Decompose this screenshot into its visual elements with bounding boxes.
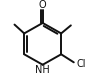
Text: NH: NH	[35, 65, 50, 75]
Text: Cl: Cl	[77, 59, 86, 69]
Text: O: O	[39, 0, 46, 10]
